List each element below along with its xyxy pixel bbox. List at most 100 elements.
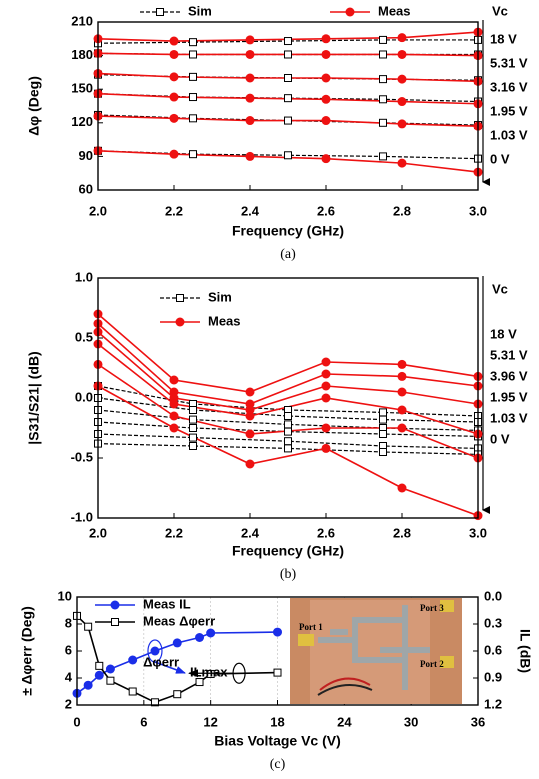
y-tick-label: 8 xyxy=(65,615,72,630)
plot-frame xyxy=(76,596,479,706)
data-point xyxy=(245,35,255,45)
y-tick-label: 0.0 xyxy=(75,389,93,404)
data-point xyxy=(169,375,179,385)
y-tick-label: 150 xyxy=(71,81,93,96)
x-tick-label: 2.8 xyxy=(393,203,411,218)
data-point xyxy=(284,94,292,103)
x-tick-label: 30 xyxy=(404,714,418,729)
x-axis-label: Frequency (GHz) xyxy=(232,543,344,559)
data-point xyxy=(169,149,179,159)
curve-label: 1.03 V xyxy=(490,127,528,142)
legend-marker xyxy=(176,294,184,302)
x-axis-label: Bias Voltage Vc (V) xyxy=(214,733,341,749)
x-tick-label: 2.6 xyxy=(317,203,335,218)
data-point xyxy=(245,73,255,83)
data-point xyxy=(195,633,205,642)
data-point xyxy=(284,74,292,82)
data-point xyxy=(95,661,104,670)
inset-label: Port 3 xyxy=(420,603,444,613)
y-tick-label: 90 xyxy=(79,148,93,163)
inset-label: Port 1 xyxy=(299,622,323,632)
data-point xyxy=(189,38,197,47)
data-point xyxy=(284,427,292,436)
data-point xyxy=(169,36,179,46)
data-point xyxy=(273,627,282,637)
x-tick-label: 2.4 xyxy=(241,203,260,218)
y2-tick-label: 0.6 xyxy=(484,642,502,657)
data-point xyxy=(284,37,292,46)
data-point xyxy=(397,33,407,43)
y-tick-label: 6 xyxy=(65,642,72,657)
data-point xyxy=(321,443,331,453)
curve-label: 5.31 V xyxy=(490,347,528,362)
data-point xyxy=(169,113,179,123)
data-point xyxy=(321,49,331,59)
data-point xyxy=(397,97,407,107)
y-tick-label: -0.5 xyxy=(71,449,93,464)
legend-marker xyxy=(156,8,164,16)
data-point xyxy=(379,75,387,84)
data-point xyxy=(245,49,255,59)
data-point xyxy=(189,406,197,414)
annotation: ILmax xyxy=(190,664,228,679)
data-point xyxy=(169,92,179,102)
x-axis-label: Frequency (GHz) xyxy=(232,223,344,239)
data-point xyxy=(379,152,387,161)
data-point xyxy=(321,73,331,83)
data-point xyxy=(245,429,255,439)
data-point xyxy=(206,628,216,638)
inset-wire xyxy=(317,684,373,696)
data-point xyxy=(106,676,115,685)
data-point xyxy=(173,690,182,699)
data-point xyxy=(397,405,407,415)
data-point xyxy=(189,93,197,102)
data-point xyxy=(189,415,197,424)
y2-tick-label: 0.9 xyxy=(484,669,502,684)
curve-label: 3.16 V xyxy=(490,79,528,94)
data-point xyxy=(397,119,407,129)
data-point xyxy=(206,669,215,678)
legend-label: Meas Δφerr xyxy=(143,613,215,628)
data-point xyxy=(284,116,292,125)
x-tick-label: 2.8 xyxy=(393,525,411,540)
y-tick-label: 4 xyxy=(65,669,73,684)
data-line xyxy=(97,397,479,423)
legend-marker xyxy=(345,7,355,17)
data-line xyxy=(97,443,479,455)
x-tick-label: 24 xyxy=(337,714,352,729)
data-point xyxy=(284,420,292,429)
y-tick-label: 120 xyxy=(71,114,93,129)
data-point xyxy=(397,49,407,59)
curve-label-title: Vc xyxy=(492,3,508,18)
legend-label: Meas xyxy=(208,313,241,328)
data-point xyxy=(379,35,387,44)
x-tick-label: 2.0 xyxy=(89,525,107,540)
data-point xyxy=(397,483,407,493)
data-point xyxy=(321,154,331,164)
curve-label: 1.03 V xyxy=(490,410,528,425)
data-line xyxy=(97,39,478,44)
data-point xyxy=(172,638,182,648)
data-point xyxy=(379,50,387,59)
data-point xyxy=(284,444,292,453)
data-point xyxy=(105,664,115,674)
x-tick-label: 6 xyxy=(140,714,147,729)
data-point xyxy=(189,433,197,442)
legend-marker xyxy=(111,618,119,626)
data-point xyxy=(94,670,104,680)
data-line xyxy=(97,409,479,431)
data-line xyxy=(76,615,278,704)
data-line xyxy=(97,433,479,449)
data-point xyxy=(284,151,292,160)
x-tick-label: 2.0 xyxy=(89,203,107,218)
legend-marker xyxy=(175,317,185,327)
data-point xyxy=(169,399,179,409)
data-point xyxy=(169,49,179,59)
inset-label: Port 2 xyxy=(420,659,444,669)
data-point xyxy=(195,678,204,687)
curve-label-title: Vc xyxy=(492,281,508,296)
curve-label: 1.95 V xyxy=(490,103,528,118)
x-tick-label: 36 xyxy=(471,714,485,729)
data-point xyxy=(321,381,331,391)
data-point xyxy=(321,423,331,433)
